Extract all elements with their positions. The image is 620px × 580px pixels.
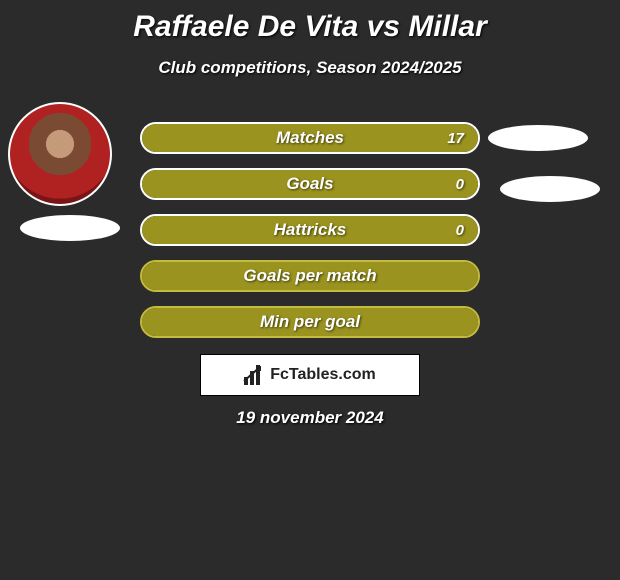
subtitle: Club competitions, Season 2024/2025 — [0, 58, 620, 78]
player-right-avatar-oval — [488, 125, 588, 151]
stat-bars: Matches17 Goals0 Hattricks0 Goals per match… — [140, 122, 480, 352]
stat-bar-fill — [142, 170, 478, 198]
stat-bar-fill — [142, 216, 478, 244]
fctables-logo: FcTables.com — [200, 354, 420, 396]
stat-bar: Hattricks0 — [140, 214, 480, 246]
stat-bar: Goals0 — [140, 168, 480, 200]
stat-bar: Goals per match — [140, 260, 480, 292]
player-right-name-oval — [500, 176, 600, 202]
player-left-avatar — [8, 102, 112, 206]
logo-text: FcTables.com — [270, 366, 376, 384]
stat-bar: Min per goal — [140, 306, 480, 338]
stat-bar: Matches17 — [140, 122, 480, 154]
bar-chart-icon — [244, 365, 264, 385]
page-title: Raffaele De Vita vs Millar — [0, 0, 620, 44]
stat-bar-fill — [142, 262, 478, 290]
comparison-infographic: Raffaele De Vita vs Millar Club competit… — [0, 0, 620, 580]
stat-bar-fill — [142, 308, 478, 336]
stat-bar-fill — [142, 124, 478, 152]
infographic-date: 19 november 2024 — [0, 408, 620, 428]
player-left-name-oval — [20, 215, 120, 241]
